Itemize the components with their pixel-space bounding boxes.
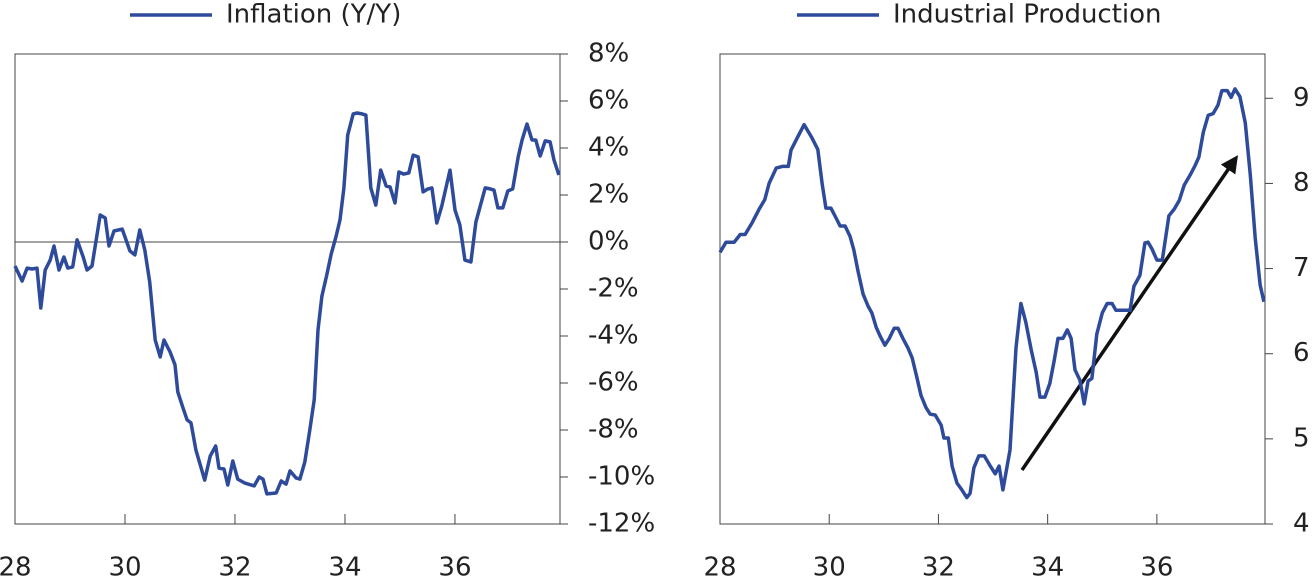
- x-tick-label: 36: [438, 553, 471, 578]
- y-tick-label: 0%: [588, 227, 629, 257]
- plot-frame: [719, 53, 1266, 525]
- x-tick-label: 30: [813, 553, 846, 578]
- y-tick-label: 5: [1293, 423, 1310, 453]
- y-tick-label: 9: [1293, 83, 1310, 113]
- y-tick-label: -2%: [588, 274, 639, 304]
- plot-frame: [14, 53, 561, 525]
- x-tick-label: 28: [0, 553, 32, 578]
- x-tick-label: 34: [1031, 553, 1064, 578]
- y-tick-label: 2%: [588, 180, 629, 210]
- y-tick-label: 4: [1293, 509, 1310, 539]
- y-tick-label: 8: [1293, 168, 1310, 198]
- y-tick-label: 4%: [588, 133, 629, 163]
- legend-label: Inflation (Y/Y): [226, 0, 401, 30]
- trend-arrow: [1020, 155, 1238, 471]
- x-tick-label: 28: [703, 553, 736, 578]
- y-tick-label: 6%: [588, 86, 629, 116]
- y-tick-label: 7: [1293, 253, 1310, 283]
- x-tick-label: 34: [328, 553, 361, 578]
- x-tick-label: 32: [922, 553, 955, 578]
- data-line: [718, 87, 1266, 500]
- y-tick-label: -6%: [588, 368, 639, 398]
- x-tick-label: 30: [108, 553, 141, 578]
- data-line: [13, 111, 561, 496]
- y-tick-label: -12%: [588, 509, 655, 539]
- x-tick-label: 32: [218, 553, 251, 578]
- x-tick-label: 36: [1140, 553, 1173, 578]
- y-tick-label: -10%: [588, 462, 655, 492]
- y-tick-label: 8%: [588, 39, 629, 69]
- y-tick-label: 6: [1293, 338, 1310, 368]
- y-tick-label: -4%: [588, 321, 639, 351]
- legend-label: Industrial Production: [893, 0, 1162, 30]
- y-tick-label: -8%: [588, 415, 639, 445]
